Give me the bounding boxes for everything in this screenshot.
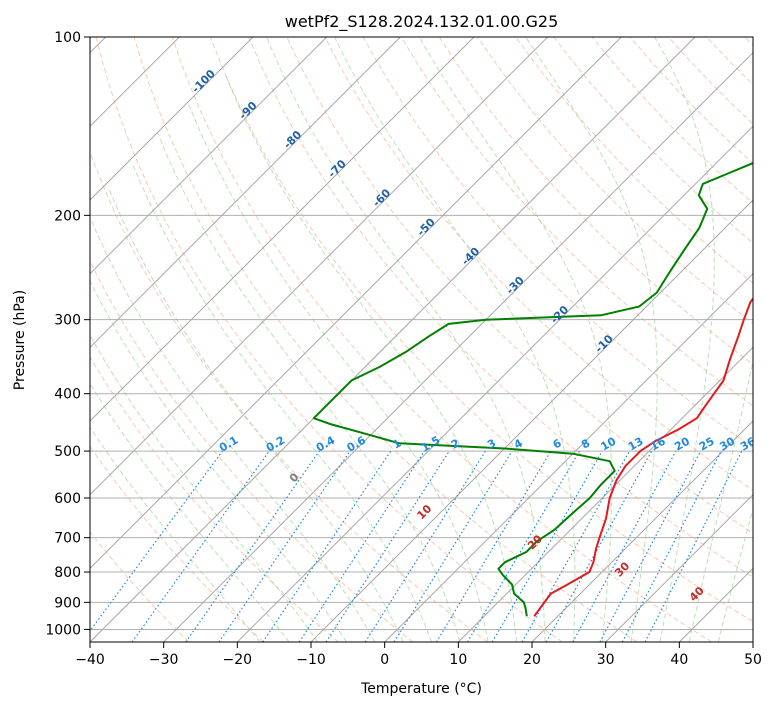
moist-adiabat	[90, 426, 261, 642]
isotherm-line	[605, 493, 753, 642]
chart-title: wetPf2_S128.2024.132.01.00.G25	[285, 12, 559, 32]
dry-adiabat	[400, 37, 753, 407]
axes: −40 −30 −20 −10 0 10 20 30 40 50 100 200 300 400 500 60…	[45, 30, 762, 668]
dry-adiabat	[324, 37, 753, 491]
isotherm-line	[90, 37, 549, 496]
dry-adiabat	[90, 356, 339, 642]
moist-adiabat	[188, 104, 489, 642]
isotherm-line	[163, 51, 753, 642]
dry-adiabat	[210, 37, 753, 623]
y-tick-label: 100	[54, 30, 81, 46]
isotherm-line	[236, 125, 753, 642]
x-tick-label: 40	[670, 652, 688, 668]
y-tick-label: 300	[54, 313, 81, 329]
y-tick-label: 1000	[45, 622, 81, 638]
dry-adiabat	[438, 37, 753, 366]
moist-adiabat	[108, 188, 404, 642]
y-tick-label: 700	[54, 531, 81, 547]
isotherm-line	[90, 37, 696, 642]
mixing-ratio-line	[466, 450, 580, 642]
mixing-ratio-line	[393, 450, 513, 642]
moist-adiabat	[654, 37, 715, 642]
x-tick-label: −20	[223, 652, 253, 668]
moist-adiabat	[90, 382, 290, 642]
isotherm-line	[384, 272, 753, 642]
x-axis-title: Temperature (°C)	[360, 681, 482, 697]
isotherm-line	[90, 37, 401, 349]
x-tick-label: −30	[149, 652, 179, 668]
mixing-ratio-line	[435, 450, 552, 642]
dry-adiabat	[515, 37, 753, 284]
moist-adiabat	[132, 165, 432, 642]
plot-frame	[89, 36, 754, 643]
isotherm-line	[457, 346, 753, 642]
moist-adiabat	[688, 358, 753, 642]
y-tick-label: 200	[54, 208, 81, 224]
dry-adiabat	[90, 531, 190, 642]
dry-adiabat	[133, 37, 638, 642]
mixing-ratio-line	[545, 450, 653, 642]
background-lines	[90, 37, 753, 642]
isotherm-line	[531, 420, 753, 642]
y-tick-label: 600	[54, 491, 81, 507]
mixing-ratio-line	[185, 450, 320, 642]
moist-adiabat	[525, 37, 658, 642]
isotherm-line	[310, 199, 753, 642]
mixing-ratio-label: 36	[738, 434, 758, 453]
y-axis-title: Pressure (hPa)	[12, 290, 28, 390]
y-tick-label: 400	[54, 387, 81, 403]
isotherm-line	[90, 37, 622, 570]
temperature-profile	[533, 297, 753, 617]
x-tick-label: 0	[380, 652, 389, 668]
mixing-ratio-line	[364, 450, 486, 642]
dry-adiabat	[90, 150, 488, 642]
moist-adiabat	[418, 37, 613, 642]
x-tick-label: 30	[597, 652, 615, 668]
mixing-ratio-line	[521, 450, 631, 642]
moist-adiabat	[717, 506, 753, 642]
dry-adiabat	[95, 37, 563, 642]
x-tick-label: −40	[75, 652, 105, 668]
mixing-ratio-line	[491, 450, 603, 642]
moist-adiabat	[90, 334, 319, 642]
x-tick-label: 50	[744, 652, 762, 668]
mixing-ratio-line	[218, 450, 351, 642]
x-tick-label: 20	[523, 652, 541, 668]
mixing-ratio-line	[572, 450, 677, 642]
moist-adiabat	[266, 37, 546, 642]
dry-adiabat	[90, 445, 264, 642]
x-tick-label: 10	[449, 652, 467, 668]
y-tick-label: 900	[54, 595, 81, 611]
isotherm-line	[90, 37, 254, 201]
mixing-ratio-line	[325, 450, 450, 642]
dry-adiabat	[171, 37, 712, 642]
sounding-profiles	[312, 162, 753, 617]
moist-adiabat	[334, 37, 576, 642]
dry-adiabat	[248, 37, 753, 578]
dewpoint-profile	[312, 162, 753, 617]
isotherm-line	[90, 37, 328, 275]
moist-adiabat	[224, 72, 517, 642]
y-tick-label: 500	[54, 444, 81, 460]
isotherm-line	[90, 37, 475, 422]
y-tick-label: 800	[54, 565, 81, 581]
moist-adiabat	[90, 279, 347, 642]
x-tick-label: −10	[296, 652, 326, 668]
